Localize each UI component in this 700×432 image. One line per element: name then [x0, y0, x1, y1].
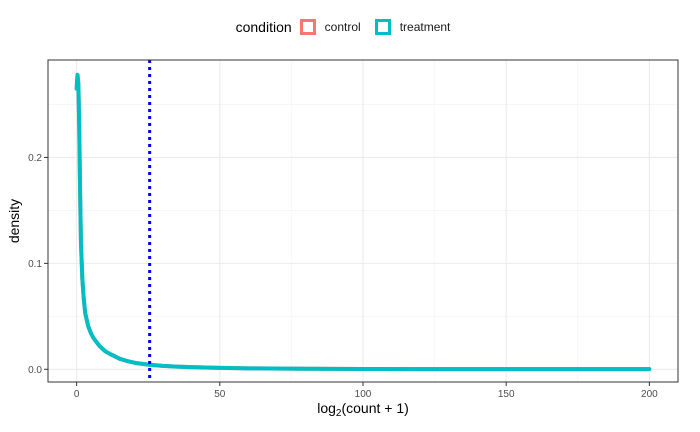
series-lines: [74, 72, 652, 372]
y-axis: 0.0 0.1 0.2: [28, 153, 48, 376]
x-tick-label: 150: [498, 389, 515, 400]
x-tick-label: 50: [214, 389, 226, 400]
y-axis-title: density: [6, 199, 22, 243]
y-tick-label: 0.1: [28, 259, 42, 270]
legend-title: condition: [235, 19, 292, 35]
legend: condition control treatment: [0, 15, 700, 39]
x-axis: 0 50 100 150 200: [74, 382, 658, 400]
x-axis-title-suffix: (count + 1): [341, 400, 409, 416]
legend-label-control: control: [324, 20, 361, 34]
y-tick-label: 0.0: [28, 365, 42, 376]
x-axis-title: log2(count + 1): [48, 400, 678, 419]
x-tick-label: 100: [355, 389, 372, 400]
series-line-treatment: [74, 72, 652, 372]
legend-label-treatment: treatment: [399, 20, 451, 34]
legend-key-control: [299, 19, 316, 35]
legend-item-control: control: [299, 19, 361, 35]
legend-item-treatment: treatment: [374, 19, 451, 35]
x-axis-title-prefix: log: [317, 400, 336, 416]
y-tick-label: 0.2: [28, 153, 42, 164]
x-axis-title-subscript: 2: [335, 408, 342, 419]
x-tick-label: 200: [641, 389, 658, 400]
legend-key-treatment: [374, 19, 391, 35]
x-tick-label: 0: [74, 389, 80, 400]
